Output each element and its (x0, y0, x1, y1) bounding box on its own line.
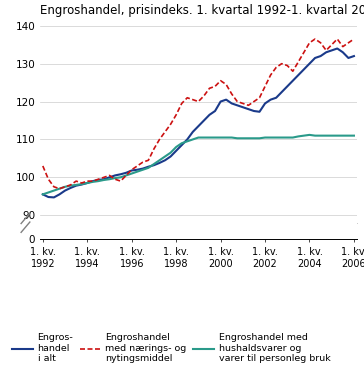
Text: Engroshandel, prisindeks. 1. kvartal 1992-1. kvartal 2006: Engroshandel, prisindeks. 1. kvartal 199… (40, 4, 364, 17)
Legend: Engros-
handel
i alt, Engroshandel
med nærings- og
nytingsmiddel, Engroshandel m: Engros- handel i alt, Engroshandel med n… (12, 333, 331, 363)
